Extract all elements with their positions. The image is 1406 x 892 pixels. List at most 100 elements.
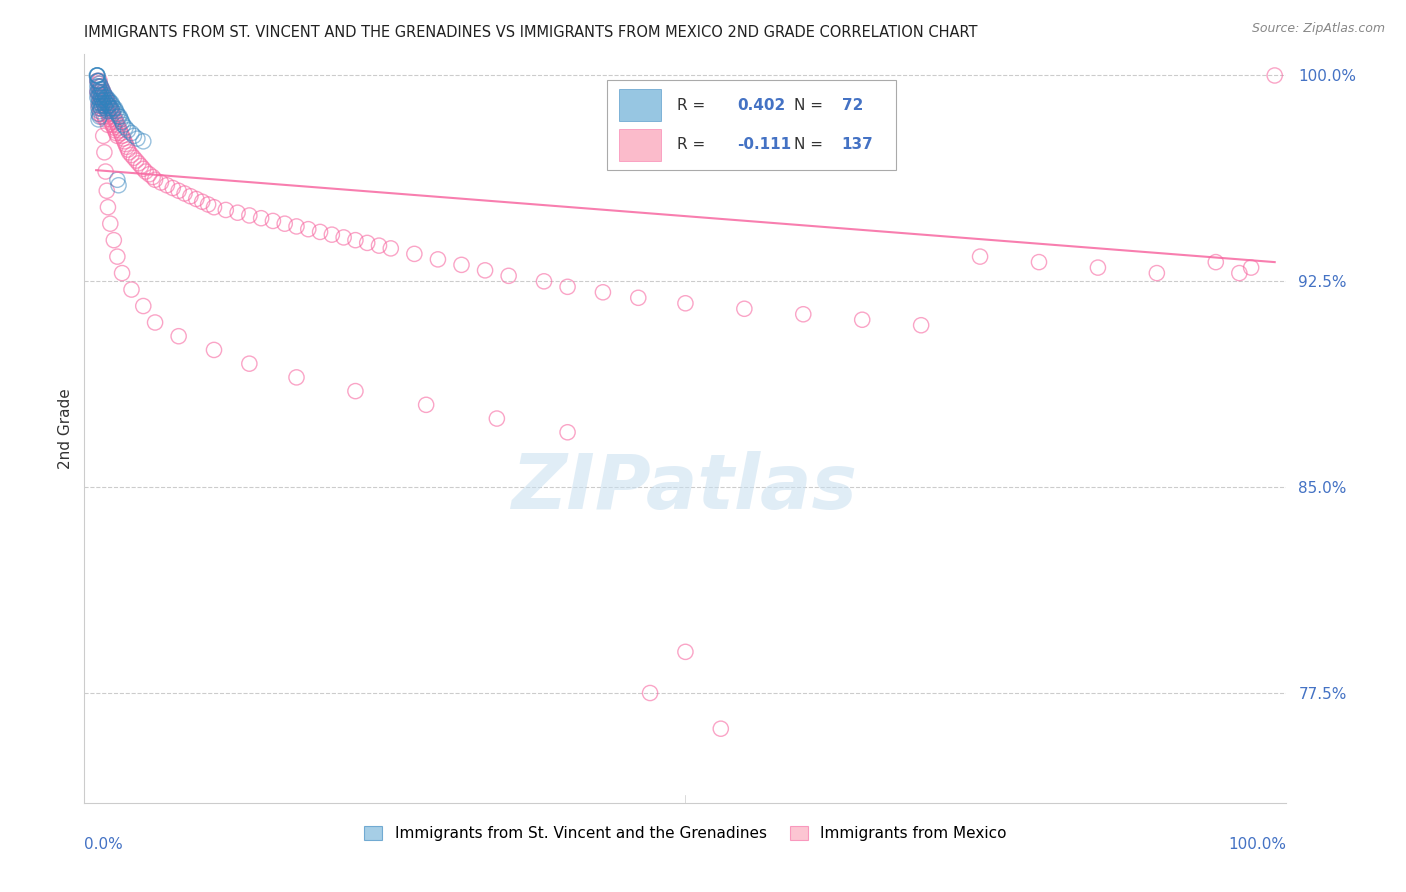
Immigrants from St. Vincent and the Grenadines (87, 74, 110, 88)
Immigrants from Mexico (103, 110, 125, 124)
Text: IMMIGRANTS FROM ST. VINCENT AND THE GRENADINES VS IMMIGRANTS FROM MEXICO 2ND GRA: IMMIGRANTS FROM ST. VINCENT AND THE GREN… (84, 25, 977, 40)
Immigrants from St. Vincent and the Grenadines (97, 98, 120, 112)
Immigrants from Mexico (238, 357, 260, 371)
Immigrants from Mexico (91, 128, 114, 143)
Immigrants from Mexico (89, 74, 111, 88)
Immigrants from Mexico (97, 200, 120, 214)
Immigrants from St. Vincent and the Grenadines (87, 102, 110, 116)
Immigrants from Mexico (103, 233, 125, 247)
Immigrants from St. Vincent and the Grenadines (132, 134, 155, 148)
Immigrants from Mexico (98, 217, 121, 231)
Immigrants from St. Vincent and the Grenadines (96, 95, 118, 110)
Immigrants from Mexico (297, 222, 319, 236)
Immigrants from St. Vincent and the Grenadines (105, 104, 128, 119)
Immigrants from Mexico (115, 140, 138, 154)
Immigrants from Mexico (94, 102, 117, 116)
Immigrants from St. Vincent and the Grenadines (90, 90, 112, 104)
Immigrants from Mexico (474, 263, 496, 277)
Immigrants from St. Vincent and the Grenadines (127, 131, 149, 145)
Immigrants from St. Vincent and the Grenadines (101, 98, 124, 112)
Text: 72: 72 (842, 98, 863, 112)
Immigrants from Mexico (969, 250, 991, 264)
Immigrants from Mexico (105, 128, 128, 143)
Immigrants from St. Vincent and the Grenadines (91, 90, 114, 104)
Immigrants from Mexico (114, 134, 135, 148)
Immigrants from Mexico (122, 151, 145, 165)
Immigrants from Mexico (94, 164, 117, 178)
Immigrants from Mexico (86, 85, 108, 99)
Immigrants from St. Vincent and the Grenadines (111, 115, 134, 129)
Immigrants from Mexico (91, 82, 114, 96)
Immigrants from St. Vincent and the Grenadines (97, 93, 120, 107)
Immigrants from Mexico (103, 120, 125, 135)
Immigrants from Mexico (262, 214, 284, 228)
Immigrants from Mexico (90, 90, 112, 104)
Immigrants from Mexico (167, 184, 190, 198)
Immigrants from Mexico (202, 343, 225, 357)
Immigrants from St. Vincent and the Grenadines (89, 87, 111, 102)
Immigrants from St. Vincent and the Grenadines (86, 85, 108, 99)
Immigrants from Mexico (98, 98, 121, 112)
Text: -0.111: -0.111 (737, 137, 792, 153)
Immigrants from Mexico (98, 110, 121, 124)
Immigrants from St. Vincent and the Grenadines (86, 74, 108, 88)
Immigrants from Mexico (93, 98, 115, 112)
Immigrants from St. Vincent and the Grenadines (112, 118, 135, 132)
Immigrants from Mexico (592, 285, 614, 300)
Immigrants from Mexico (96, 184, 118, 198)
Immigrants from Mexico (98, 112, 121, 127)
Text: Source: ZipAtlas.com: Source: ZipAtlas.com (1251, 22, 1385, 36)
Immigrants from St. Vincent and the Grenadines (91, 87, 114, 102)
Immigrants from Mexico (675, 296, 697, 310)
Immigrants from Mexico (91, 85, 114, 99)
Immigrants from Mexico (128, 156, 150, 170)
Bar (619, 129, 661, 161)
Immigrants from Mexico (132, 161, 155, 176)
Immigrants from Mexico (197, 197, 219, 211)
Immigrants from St. Vincent and the Grenadines (86, 79, 108, 94)
Immigrants from Mexico (675, 645, 697, 659)
Immigrants from Mexico (94, 90, 117, 104)
Immigrants from St. Vincent and the Grenadines (89, 104, 111, 119)
Immigrants from St. Vincent and the Grenadines (86, 69, 108, 83)
Immigrants from Mexico (498, 268, 520, 283)
Immigrants from St. Vincent and the Grenadines (103, 102, 125, 116)
Immigrants from Mexico (107, 120, 129, 135)
Immigrants from St. Vincent and the Grenadines (105, 173, 128, 187)
Immigrants from Mexico (557, 280, 579, 294)
Immigrants from Mexico (90, 79, 112, 94)
Immigrants from Mexico (104, 123, 127, 137)
Immigrants from St. Vincent and the Grenadines (104, 102, 127, 116)
Immigrants from Mexico (273, 217, 295, 231)
Immigrants from Mexico (143, 173, 166, 187)
Immigrants from Mexico (91, 95, 114, 110)
Immigrants from Mexico (250, 211, 273, 226)
Immigrants from St. Vincent and the Grenadines (93, 98, 115, 112)
Immigrants from Mexico (533, 274, 555, 288)
Immigrants from Mexico (96, 93, 118, 107)
Immigrants from Mexico (105, 250, 128, 264)
Immigrants from St. Vincent and the Grenadines (105, 107, 128, 121)
Immigrants from St. Vincent and the Grenadines (86, 90, 108, 104)
Immigrants from St. Vincent and the Grenadines (89, 93, 111, 107)
Immigrants from St. Vincent and the Grenadines (107, 178, 129, 193)
Immigrants from Mexico (450, 258, 472, 272)
Immigrants from Mexico (87, 77, 110, 91)
Immigrants from St. Vincent and the Grenadines (96, 90, 118, 104)
Immigrants from Mexico (167, 329, 190, 343)
Immigrants from Mexico (186, 192, 208, 206)
Immigrants from Mexico (138, 167, 160, 181)
Text: 137: 137 (842, 137, 873, 153)
Immigrants from St. Vincent and the Grenadines (93, 87, 115, 102)
Legend: Immigrants from St. Vincent and the Grenadines, Immigrants from Mexico: Immigrants from St. Vincent and the Gren… (359, 821, 1012, 847)
Immigrants from Mexico (112, 131, 135, 145)
Immigrants from Mexico (97, 118, 120, 132)
Text: N =: N = (793, 137, 823, 153)
Immigrants from Mexico (733, 301, 755, 316)
Immigrants from Mexico (89, 107, 111, 121)
Immigrants from Mexico (792, 307, 814, 321)
Immigrants from Mexico (105, 118, 128, 132)
Immigrants from St. Vincent and the Grenadines (100, 102, 122, 116)
Immigrants from Mexico (162, 181, 184, 195)
Immigrants from St. Vincent and the Grenadines (108, 110, 131, 124)
